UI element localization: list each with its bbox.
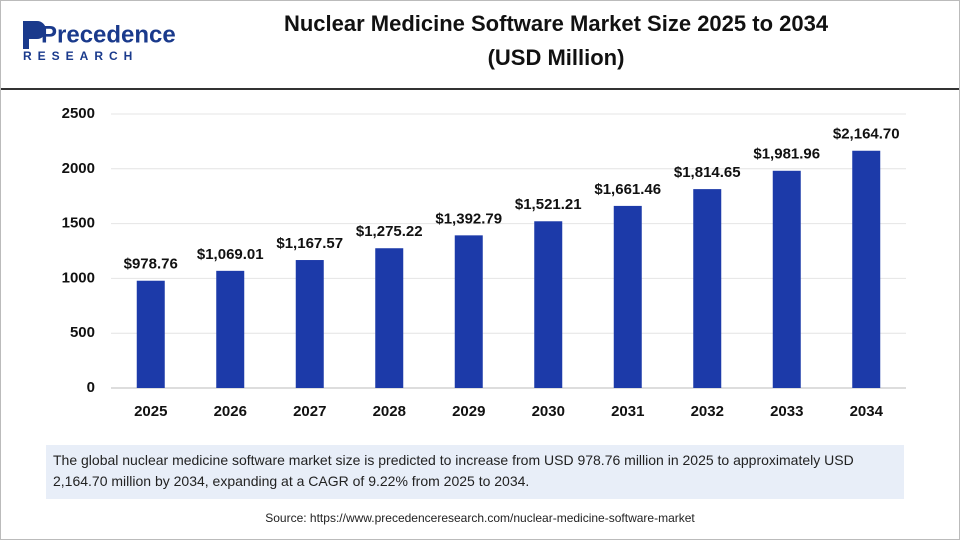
bar [772,170,801,388]
data-label: $978.76 [124,256,178,273]
data-label: $1,521.21 [515,196,582,213]
bar [454,235,483,388]
y-tick-label: 2000 [62,160,95,177]
logo-brand: Precedence [41,21,176,48]
x-tick-label: 2030 [532,403,565,420]
x-tick-label: 2027 [293,403,326,420]
bar [613,205,642,388]
x-tick-label: 2032 [691,403,724,420]
bar [852,150,881,388]
x-tick-label: 2026 [214,403,247,420]
logo-tagline: RESEARCH [23,49,138,63]
y-tick-label: 1000 [62,269,95,286]
data-label: $1,167.57 [276,235,343,252]
x-tick-label: 2033 [770,403,803,420]
chart-title: Nuclear Medicine Software Market Size 20… [284,11,829,36]
bar [534,221,563,388]
data-label: $1,275.22 [356,223,423,240]
data-label: $2,164.70 [833,126,900,143]
y-tick-label: 1500 [62,215,95,232]
y-tick-label: 2500 [62,105,95,122]
source: Source: https://www.precedenceresearch.c… [265,511,695,525]
bar [693,189,722,388]
data-label: $1,392.79 [435,210,502,227]
bar [375,248,404,388]
x-tick-label: 2034 [850,403,884,420]
logo-icon [23,21,46,49]
y-tick-label: 0 [87,379,95,396]
bar [216,270,245,388]
bar [136,280,165,388]
x-tick-label: 2025 [134,403,167,420]
x-tick-label: 2028 [373,403,406,420]
x-tick-label: 2031 [611,403,644,420]
data-label: $1,069.01 [197,246,264,263]
description: The global nuclear medicine software mar… [46,445,904,499]
chart: Precedence RESEARCH Nuclear Medicine Sof… [1,11,959,420]
y-tick-label: 500 [70,324,95,341]
data-label: $1,981.96 [753,146,820,163]
logo: Precedence RESEARCH [23,21,176,63]
x-tick-label: 2029 [452,403,485,420]
bar [295,260,324,388]
chart-subtitle: (USD Million) [488,45,625,70]
data-label: $1,814.65 [674,164,741,181]
data-label: $1,661.46 [594,181,661,198]
